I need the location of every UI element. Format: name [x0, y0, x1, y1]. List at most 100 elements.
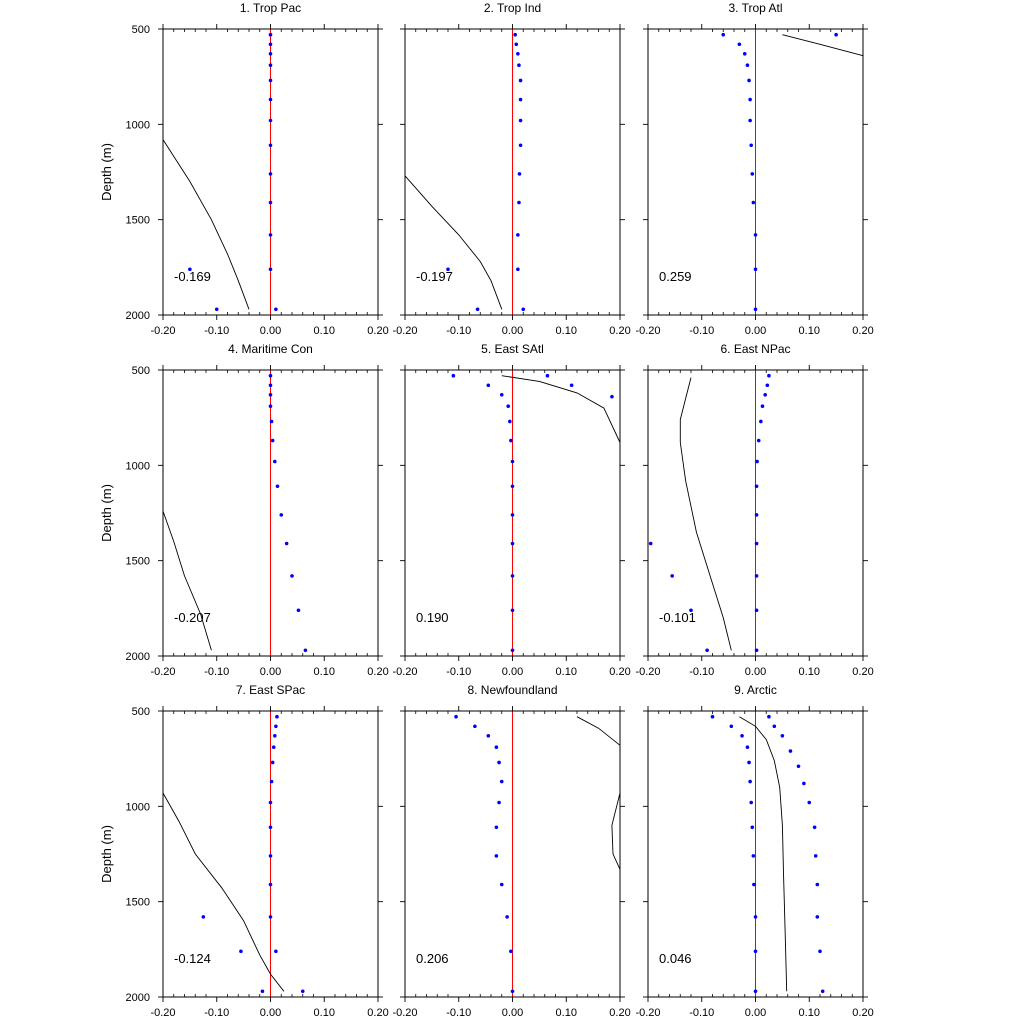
panel-1: 1. Trop Pac Depth (m) -0.20 -0.10 0.00 0.10 0.…	[99, 1, 389, 337]
data-point	[494, 745, 499, 750]
panel-8: 8. Newfoundland -0.20 -0.10 0.00 0.10 0.20 0.2…	[392, 683, 630, 1019]
data-point	[753, 267, 758, 272]
data-point	[494, 825, 499, 830]
y-axis-label: Depth (m)	[99, 484, 114, 542]
plot-frame	[404, 369, 621, 657]
data-point	[745, 63, 750, 68]
x-tick-label: 0.10	[314, 325, 335, 337]
data-point	[517, 63, 521, 68]
data-point	[750, 172, 755, 176]
data-point	[812, 825, 817, 830]
panel-3: 3. Trop Atl -0.20 -0.10 0.00 0.10 0.20 0.259	[635, 1, 873, 337]
data-point	[755, 459, 759, 464]
profile-curve	[739, 716, 788, 992]
data-point	[268, 854, 273, 858]
data-point	[813, 854, 818, 858]
x-tick-label: 0.10	[556, 325, 577, 337]
data-point	[514, 42, 519, 47]
x-tick-label: -0.20	[392, 666, 417, 678]
y-tick-label: 1500	[126, 897, 150, 909]
x-tick-label: -0.20	[392, 1007, 417, 1019]
x-tick-label: -0.10	[689, 666, 714, 678]
data-point	[497, 800, 501, 805]
x-tick-label: 0.00	[502, 666, 523, 678]
data-point	[516, 51, 520, 56]
data-point	[748, 118, 752, 123]
x-tick-label: 0.20	[609, 325, 630, 337]
data-point	[509, 438, 513, 443]
x-tick-label: 0.00	[745, 1007, 766, 1019]
plot-frame	[404, 28, 621, 316]
data-point	[268, 200, 273, 205]
data-point	[815, 882, 820, 887]
data-point	[300, 989, 305, 994]
y-tick-label: 1500	[126, 556, 150, 568]
data-point	[269, 419, 274, 424]
y-axis-label: Depth (m)	[99, 143, 114, 201]
data-point	[753, 307, 758, 312]
profile-curve	[782, 34, 864, 57]
correlation-value: -0.207	[174, 610, 211, 625]
data-point	[271, 745, 276, 750]
data-point	[268, 51, 273, 56]
panel-2: 2. Trop Ind -0.20 -0.10 0.00 0.10 0.20 -0.197	[392, 1, 630, 337]
data-point	[767, 373, 771, 378]
data-point	[510, 513, 515, 517]
data-point	[648, 541, 653, 546]
data-point	[239, 949, 243, 954]
data-point	[275, 484, 280, 489]
data-point	[518, 97, 523, 102]
data-point	[260, 989, 265, 994]
data-point	[752, 882, 756, 887]
panel-title: 1. Trop Pac	[240, 1, 301, 15]
data-point	[513, 32, 517, 37]
data-point	[303, 648, 308, 653]
data-point	[754, 513, 759, 517]
panel-title: 5. East SAtl	[481, 342, 544, 356]
correlation-value: 0.259	[659, 269, 692, 284]
data-point	[820, 989, 825, 994]
y-tick-label: 500	[132, 706, 150, 718]
x-tick-label: 0.00	[745, 325, 766, 337]
correlation-value: -0.169	[174, 269, 211, 284]
data-point	[275, 714, 279, 719]
data-point	[760, 404, 765, 409]
data-point	[670, 574, 674, 578]
profile-curve	[576, 716, 621, 870]
plot-frame	[162, 369, 379, 657]
data-point	[753, 989, 758, 994]
panel-7: 7. East SPac Depth (m) -0.20 -0.10 0.00 0.10 0…	[99, 683, 389, 1019]
data-point	[510, 608, 515, 613]
data-point	[765, 383, 770, 388]
data-point	[497, 760, 501, 765]
data-point	[518, 118, 523, 123]
data-point	[214, 307, 219, 312]
data-point	[505, 915, 509, 919]
x-tick-label: 0.20	[367, 325, 388, 337]
data-point	[753, 949, 758, 954]
data-point	[753, 233, 758, 237]
data-point	[508, 419, 512, 424]
data-point	[518, 78, 523, 83]
x-tick-label: 0.20	[609, 1007, 630, 1019]
y-tick-label: 1500	[126, 215, 150, 227]
data-point	[446, 267, 450, 272]
data-point	[268, 97, 273, 102]
data-point	[273, 733, 277, 738]
panel-9: 9. Arctic -0.20 -0.10 0.00 0.10 0.20 0.046	[635, 683, 873, 1019]
panel-6: 6. East NPac -0.20 -0.10 0.00 0.10 0.20 -0.101	[635, 342, 873, 678]
profile-curve	[162, 792, 285, 992]
data-point	[268, 392, 273, 397]
data-point	[510, 574, 515, 578]
data-point	[753, 915, 758, 919]
x-tick-label: -0.20	[392, 325, 417, 337]
data-point	[802, 781, 806, 786]
data-point	[268, 825, 273, 830]
plot-frame	[647, 28, 864, 316]
x-tick-label: 0.10	[556, 666, 577, 678]
x-tick-label: -0.10	[446, 666, 471, 678]
data-point	[290, 574, 294, 578]
x-tick-label: 0.20	[367, 666, 388, 678]
data-point	[749, 143, 753, 148]
plot-frame	[162, 28, 379, 316]
